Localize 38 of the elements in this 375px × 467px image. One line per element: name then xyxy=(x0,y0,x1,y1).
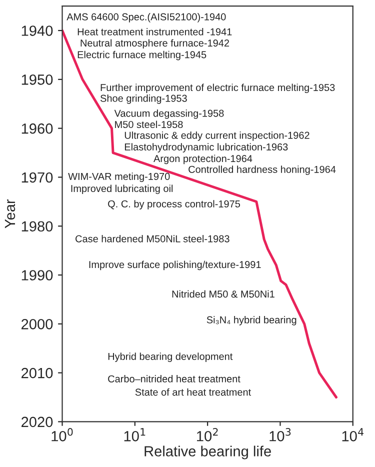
x-axis-title: Relative bearing life xyxy=(144,446,271,460)
annotation: Case hardened M50NiL steel-1983 xyxy=(76,234,230,242)
annotation: Elastohydrodynamic lubrication-1963 xyxy=(124,143,288,152)
annotation: M50 steel-1958 xyxy=(115,120,183,128)
x-tick-label: 10$^{4}$ xyxy=(342,428,364,442)
x-tick-label: 10$^{2}$ xyxy=(197,428,218,442)
annotation: Carbo–nitrided heat treatment xyxy=(108,375,240,382)
annotation: Shoe grinding-1953 xyxy=(100,94,187,104)
y-tick-label: 2000 xyxy=(22,319,53,330)
y-tick-label: 2010 xyxy=(22,368,53,378)
x-tick-label: 10$^{1}$ xyxy=(124,428,146,442)
y-tick-label: 1970 xyxy=(22,172,53,183)
annotation: Argon protection-1964 xyxy=(154,154,252,164)
annotation: Q. C. by process control-1975 xyxy=(108,200,240,210)
y-tick-label: 1990 xyxy=(22,270,53,280)
annotation: Hybrid bearing development xyxy=(108,352,233,362)
annotation: Improve surface polishing/texture-1991 xyxy=(89,260,261,270)
annotation: Nitrided M50 & M50Ni1 xyxy=(172,290,274,298)
annotation: Improved lubricating oil xyxy=(71,184,173,194)
annotation: Heat treatment instrumented -1941 xyxy=(78,28,232,36)
y-tick-label: 1940 xyxy=(22,26,53,36)
annotation: Controlled hardness honing-1964 xyxy=(188,166,336,175)
y-tick-label: 2020 xyxy=(22,416,53,428)
annotation: WIM-VAR meting-1970 xyxy=(68,172,170,182)
x-tick-label: 10$^{3}$ xyxy=(270,428,291,442)
y-tick-label: 1980 xyxy=(22,221,53,232)
annotation: Vacuum degassing-1958 xyxy=(114,109,224,119)
annotation: Further improvement of electric furnace melting-1953 xyxy=(100,84,335,94)
y-tick-label: 1960 xyxy=(22,123,53,134)
x-tick-label: 10$^{0}$ xyxy=(52,428,73,442)
annotation: Si₃N₄ hybrid bearing xyxy=(206,316,296,326)
y-tick-label: 1950 xyxy=(22,74,53,85)
annotation: Ultrasonic & eddy current inspection-1962 xyxy=(124,132,310,141)
annotation: Electric furnace melting-1945 xyxy=(78,50,206,60)
annotation: State of art heat treatment xyxy=(135,388,252,396)
y-axis-title: Year xyxy=(4,199,16,228)
annotation: Neutral atmosphere furnace-1942 xyxy=(80,39,230,49)
annotation: AMS 64600 Spec.(AISI52100)-1940 xyxy=(66,13,226,22)
